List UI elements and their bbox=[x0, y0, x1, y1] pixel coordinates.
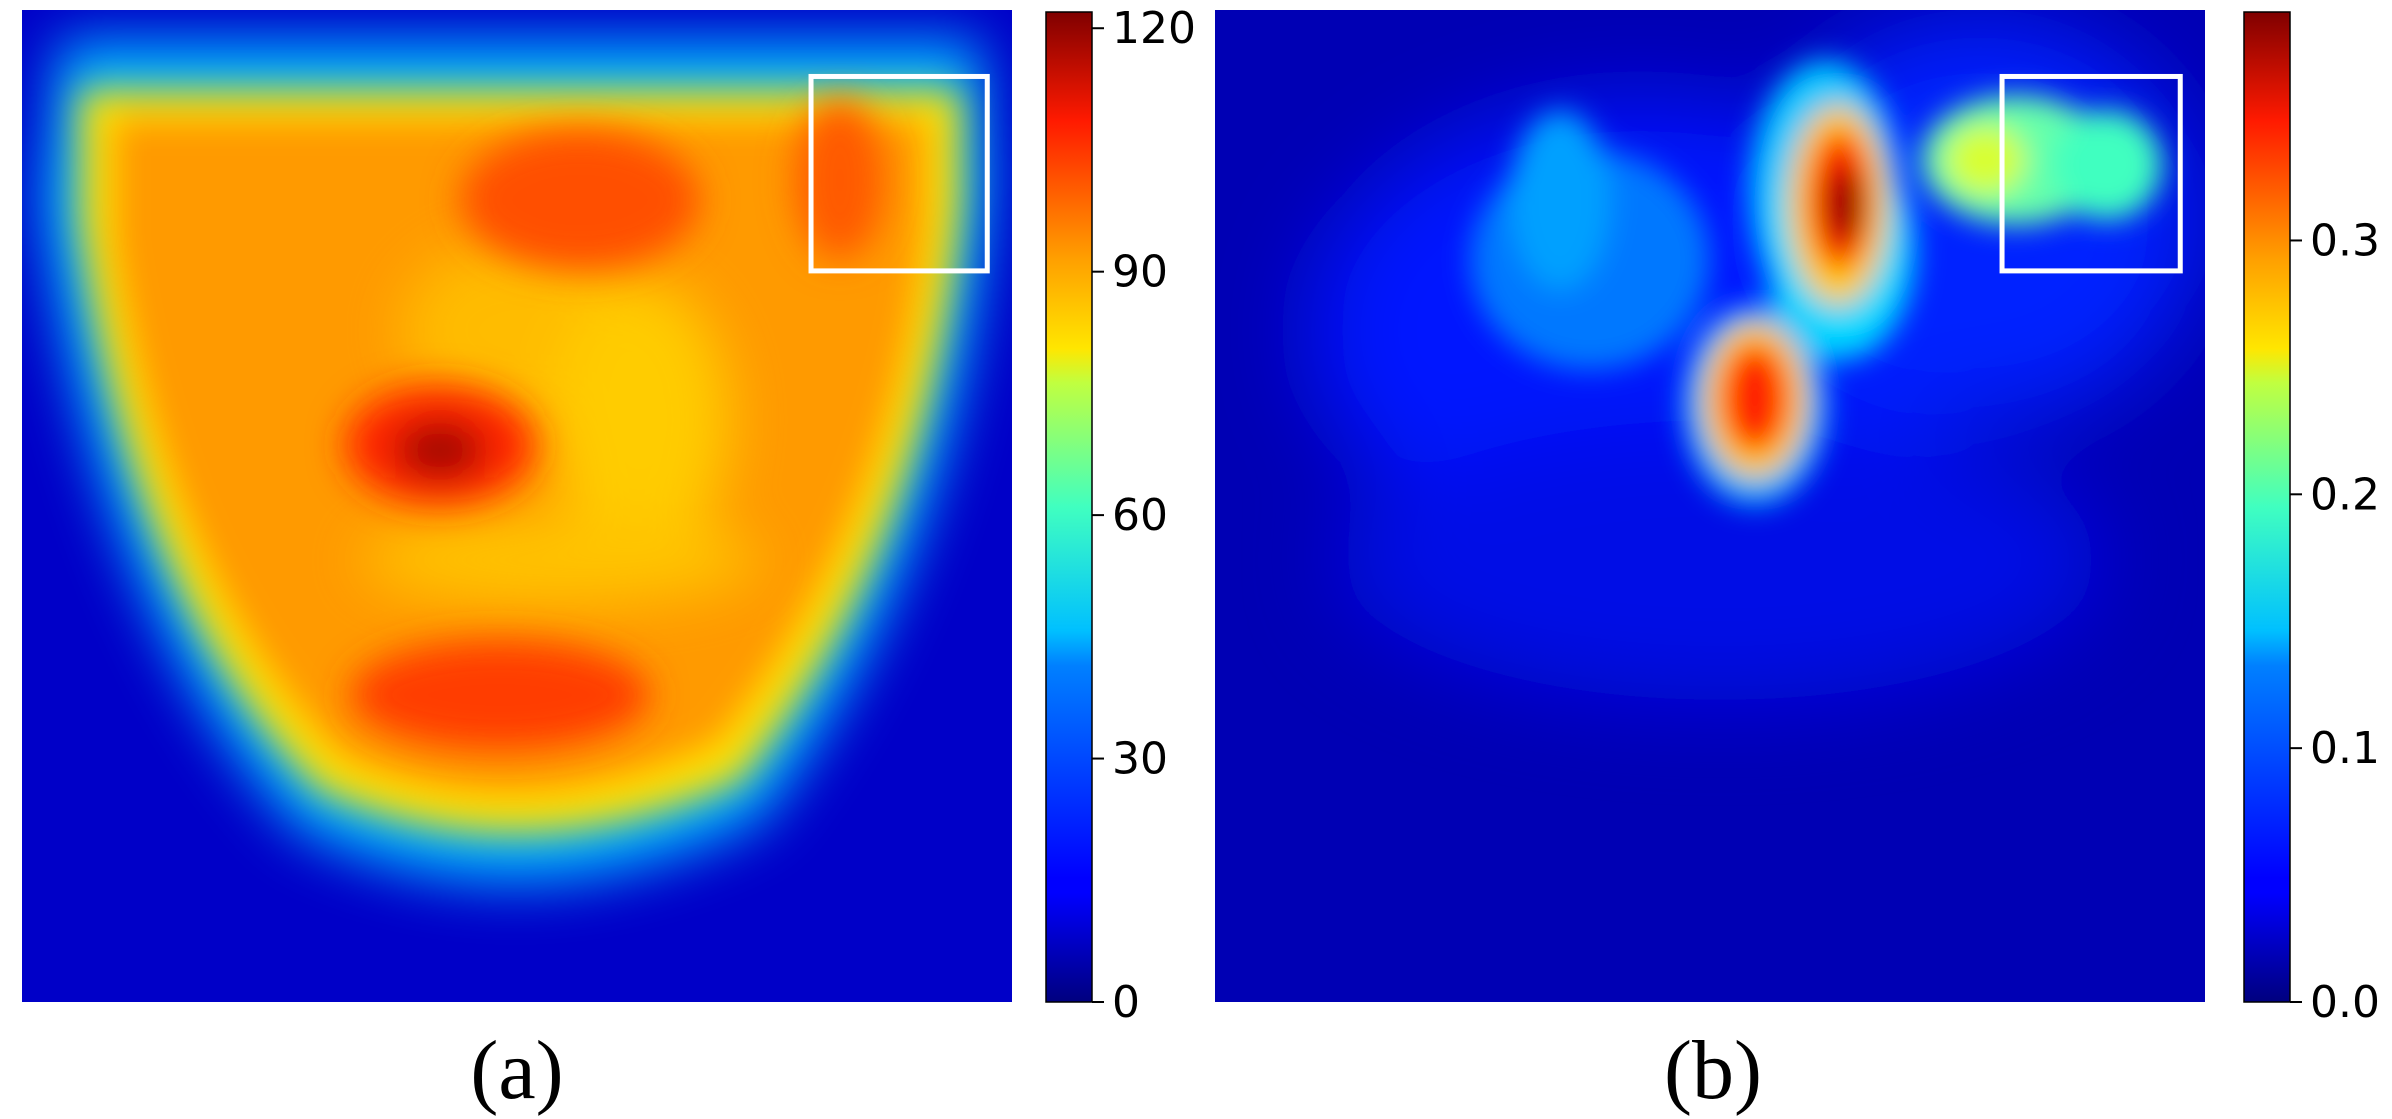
highlight-box-b-rect bbox=[1999, 73, 2183, 274]
heatmap-panel-a: 0 30 60 90 120 (a) bbox=[22, 3, 1196, 1117]
colorbar-b bbox=[2243, 11, 2291, 1003]
highlight-box-a bbox=[808, 73, 990, 274]
colorbar-a-tick-label: 90 bbox=[1112, 247, 1168, 298]
panel-label-a: (a) bbox=[470, 1024, 563, 1117]
colorbar-a-tick-label: 60 bbox=[1112, 490, 1168, 541]
colorbar-b-ticks: 0.0 0.1 0.2 0.3 bbox=[2290, 215, 2380, 1028]
colorbar-b-tick-label: 0.2 bbox=[2310, 469, 2380, 520]
colorbar-b-tick-label: 0.0 bbox=[2310, 977, 2380, 1028]
panel-label-b: (b) bbox=[1664, 1024, 1762, 1117]
colorbar-b-tick-label: 0.3 bbox=[2310, 215, 2380, 266]
colorbar-b-tick-label: 0.1 bbox=[2310, 723, 2380, 774]
colorbar-a-tick-label: 120 bbox=[1112, 3, 1196, 54]
heatmap-a-field bbox=[22, 10, 1012, 1002]
colorbar-a-tick-label: 30 bbox=[1112, 734, 1168, 785]
heatmap-b-field bbox=[1215, 10, 2205, 1002]
heatmap-panel-b: 0.0 0.1 0.2 0.3 (b) bbox=[1215, 10, 2380, 1117]
highlight-box-b bbox=[1999, 73, 2183, 274]
colorbar-a bbox=[1045, 11, 1093, 1003]
colorbar-a-ticks: 0 30 60 90 120 bbox=[1092, 3, 1196, 1028]
highlight-box-a-rect bbox=[808, 73, 990, 274]
colorbar-a-tick-label: 0 bbox=[1112, 977, 1140, 1028]
